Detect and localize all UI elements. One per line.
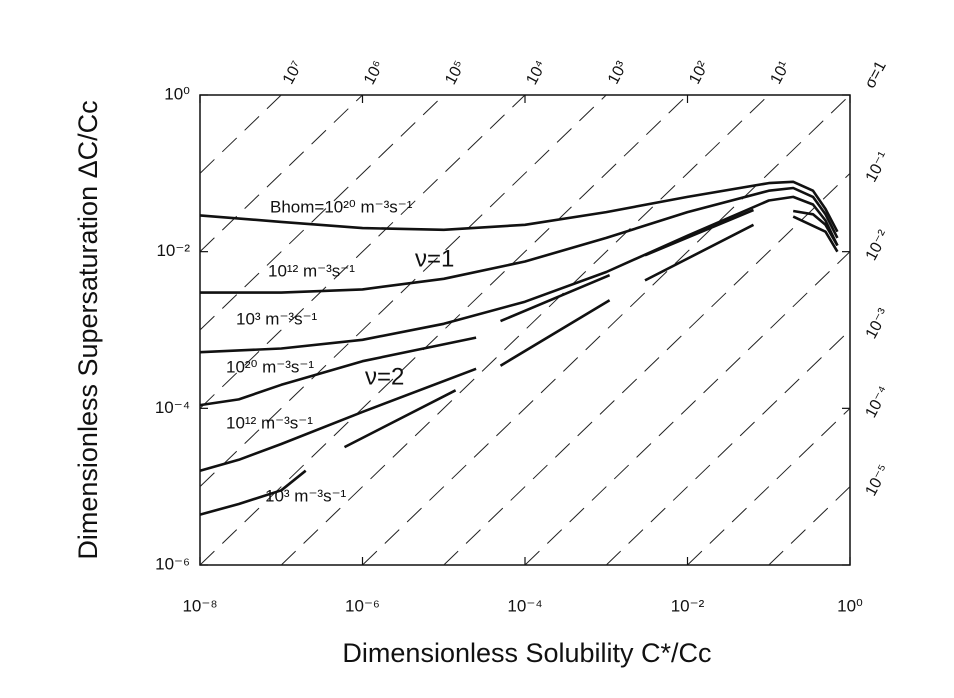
sigma-line xyxy=(362,94,851,566)
sigma-line xyxy=(199,94,363,253)
sigma-line xyxy=(443,172,851,566)
curve-annotation: ν=1 xyxy=(415,245,454,272)
sigma-line xyxy=(199,94,526,409)
curve-annotation: ν=2 xyxy=(365,363,404,390)
sigma-label: 10⁻⁴ xyxy=(862,383,893,420)
curve-annotation: 10¹² m⁻³s⁻¹ xyxy=(268,261,355,280)
sigma-label: 10⁶ xyxy=(361,58,387,88)
sigma-label: 10⁷ xyxy=(280,58,306,87)
y-tick-label: 10⁻⁴ xyxy=(155,398,190,417)
sigma-line xyxy=(687,407,851,566)
sigma-label: σ=1 xyxy=(862,58,890,91)
x-tick-label: 10⁻⁴ xyxy=(507,596,542,615)
data-line xyxy=(200,186,839,294)
sigma-line xyxy=(605,329,851,566)
sigma-label: 10¹ xyxy=(768,59,794,87)
sigma-line xyxy=(199,94,607,488)
curve-annotation: 10³ m⁻³s⁻¹ xyxy=(236,309,318,328)
sigma-line xyxy=(199,94,688,566)
x-tick-label: 10⁰ xyxy=(837,596,863,615)
curve-annotation: 10³ m⁻³s⁻¹ xyxy=(265,486,347,505)
sigma-line xyxy=(199,94,445,331)
sigma-label: 10³ xyxy=(605,58,631,87)
sigma-line xyxy=(768,486,851,566)
y-tick-label: 10⁰ xyxy=(164,84,190,103)
x-tick-label: 10⁻² xyxy=(671,596,705,615)
sigma-line xyxy=(199,94,282,174)
data-line xyxy=(199,180,839,233)
sigma-label: 10⁻² xyxy=(863,227,893,263)
data-line xyxy=(199,208,839,407)
sigma-line xyxy=(524,251,851,566)
sigma-line xyxy=(280,94,770,566)
sigma-label: 10⁵ xyxy=(442,58,468,88)
sigma-label: 10⁻⁵ xyxy=(863,462,893,499)
x-axis-label: Dimensionless Solubility C*/Cc xyxy=(342,638,711,668)
y-axis-label: Dimensionless Supersaturation ΔC/Cc xyxy=(73,100,103,559)
sigma-label: 10⁴ xyxy=(523,58,550,88)
curve-annotation: 10¹² m⁻³s⁻¹ xyxy=(226,413,313,432)
sigma-label: 10⁻¹ xyxy=(863,149,893,185)
sigma-label: 10⁻³ xyxy=(863,305,893,341)
curve-annotation: Bhom=10²⁰ m⁻³s⁻¹ xyxy=(270,197,413,216)
x-tick-label: 10⁻⁶ xyxy=(345,596,380,615)
data-line xyxy=(199,389,457,516)
y-tick-label: 10⁻⁶ xyxy=(155,554,190,573)
curve-annotation: 10²⁰ m⁻³s⁻¹ xyxy=(226,357,314,376)
x-tick-label: 10⁻⁸ xyxy=(182,596,217,615)
y-tick-label: 10⁻² xyxy=(156,241,190,260)
sigma-label: 10² xyxy=(686,58,712,87)
data-line xyxy=(199,215,839,472)
